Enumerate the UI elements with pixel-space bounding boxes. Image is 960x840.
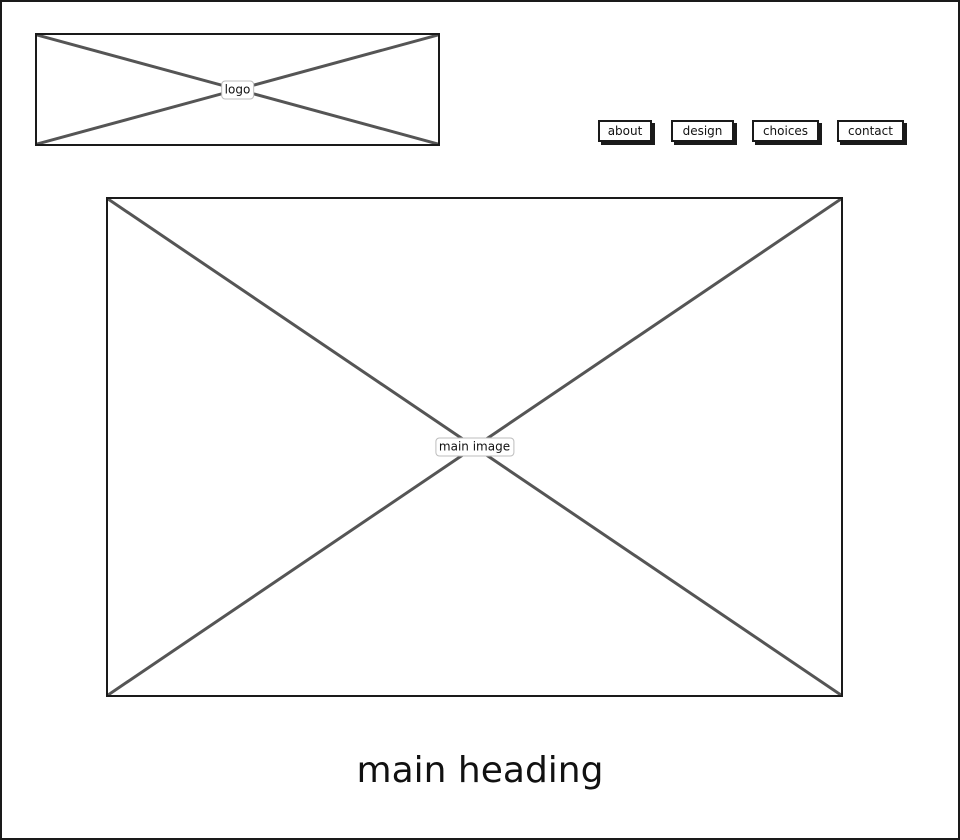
nav-choices-button[interactable]: choices bbox=[752, 120, 819, 142]
nav-contact-button[interactable]: contact bbox=[837, 120, 904, 142]
main-image-placeholder: main image bbox=[106, 197, 843, 697]
nav-bar: about design choices contact bbox=[2, 120, 958, 146]
logo-placeholder[interactable]: logo bbox=[35, 33, 440, 146]
logo-label: logo bbox=[220, 80, 255, 99]
main-heading: main heading bbox=[356, 750, 604, 791]
nav-design-button[interactable]: design bbox=[671, 120, 734, 142]
nav-about-button[interactable]: about bbox=[598, 120, 652, 142]
main-image-label: main image bbox=[434, 437, 515, 457]
